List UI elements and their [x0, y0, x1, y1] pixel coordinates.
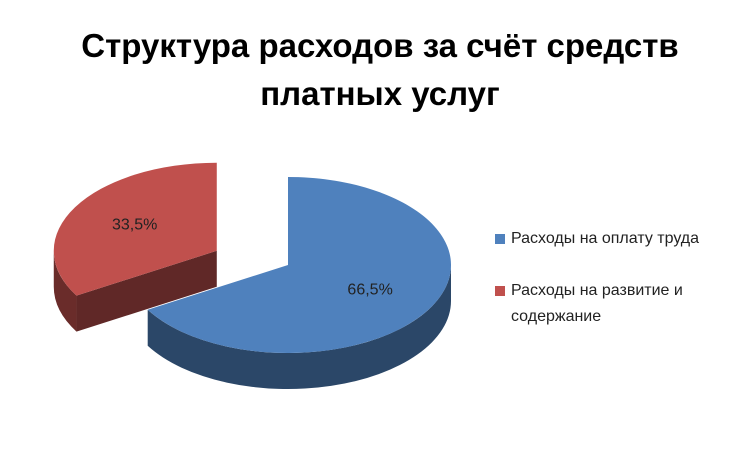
legend-label: Расходы на развитие и содержание — [511, 282, 683, 325]
slice-side — [76, 250, 217, 332]
chart-title: Структура расходов за счёт средств платн… — [81, 27, 679, 112]
slice-side — [53, 250, 77, 332]
legend-item: Расходы на развитие и содержание — [495, 278, 740, 330]
slice-side — [147, 265, 452, 389]
pie-slice — [53, 162, 217, 296]
pie-slice — [147, 177, 452, 353]
legend-item: Расходы на оплату труда — [495, 226, 740, 252]
legend: Расходы на оплату труда Расходы на развит… — [495, 226, 740, 356]
data-label: 66,5% — [347, 282, 392, 299]
data-label: 33,5% — [112, 217, 157, 234]
legend-swatch — [495, 234, 505, 244]
legend-label: Расходы на оплату труда — [511, 230, 700, 247]
legend-swatch — [495, 286, 505, 296]
